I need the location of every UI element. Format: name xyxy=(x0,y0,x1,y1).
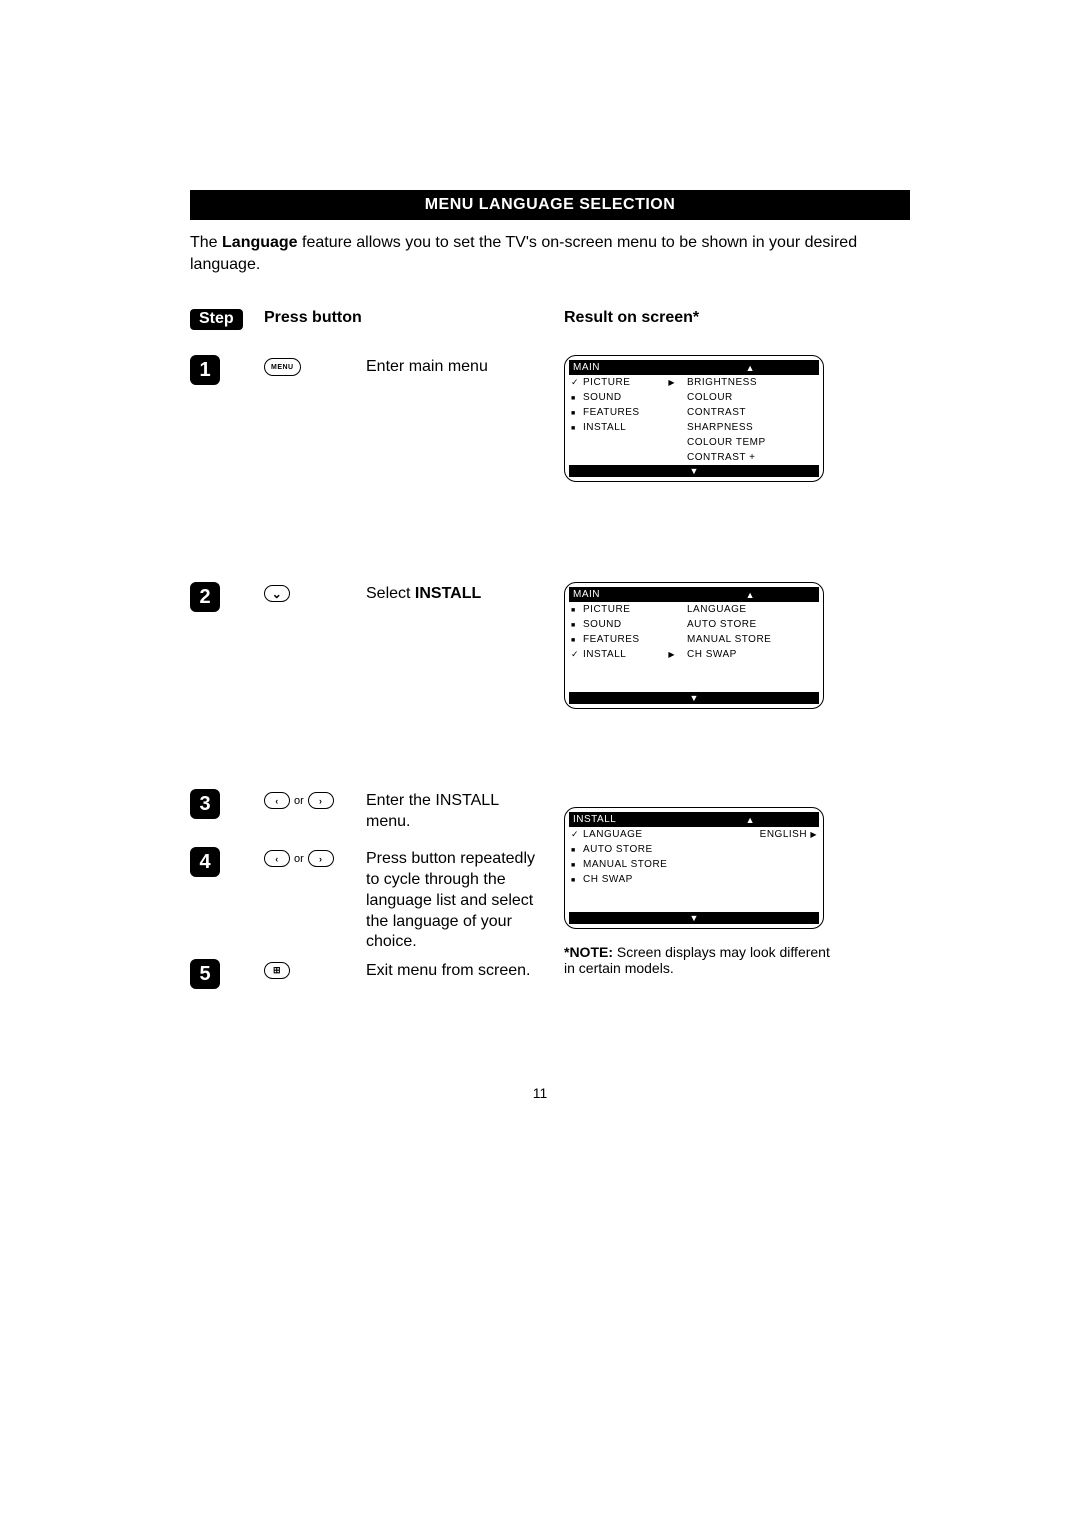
osd-menu-item: PICTURE xyxy=(569,375,679,390)
osd-submenu-item: CONTRAST + xyxy=(685,450,819,465)
header-press: Press button xyxy=(264,309,544,327)
intro-text: The Language feature allows you to set t… xyxy=(190,232,910,275)
osd-submenu-item: BRIGHTNESS xyxy=(685,375,819,390)
header-step: Step xyxy=(190,309,243,330)
osd-menu-item: FEATURES xyxy=(569,405,679,420)
step-5-row: 5 ⊞ Exit menu from screen. xyxy=(190,959,544,1011)
page-number: 11 xyxy=(0,1085,1080,1101)
up-arrow-icon: ▲ xyxy=(746,815,755,825)
step-2-row: 2 ⌄ Select INSTALL MAIN ▲ PICTURESOUNDFEA… xyxy=(190,582,910,709)
note-label: *NOTE: xyxy=(564,944,613,960)
osd2-title: MAIN xyxy=(573,589,600,600)
header-result: Result on screen* xyxy=(544,309,910,327)
osd3-title: INSTALL xyxy=(573,814,616,825)
step-1-row: 1 MENU Enter main menu MAIN ▲ PICTURESOUN… xyxy=(190,355,910,482)
osd-menu-item: LANGUAGEENGLISH xyxy=(569,827,819,842)
menu-button-icon: MENU xyxy=(264,358,301,376)
osd-screen-2: MAIN ▲ PICTURESOUNDFEATURESINSTALL LANGUA… xyxy=(564,582,824,709)
down-button-icon: ⌄ xyxy=(264,585,290,602)
step-5-desc: Exit menu from screen. xyxy=(366,959,544,982)
step-3-desc: Enter the INSTALL menu. xyxy=(366,789,544,833)
step-5-number: 5 xyxy=(190,959,220,989)
osd-submenu-item: SHARPNESS xyxy=(685,420,819,435)
osd-submenu-item: MANUAL STORE xyxy=(685,632,819,647)
down-arrow-icon: ▼ xyxy=(569,692,819,704)
osd-menu-item: INSTALL xyxy=(569,420,679,435)
osd-submenu-item: AUTO STORE xyxy=(685,617,819,632)
osd-menu-item: MANUAL STORE xyxy=(569,857,819,872)
column-headers: Step Press button Result on screen* xyxy=(190,309,910,330)
arrow-right-icon xyxy=(810,829,817,840)
step-1-number: 1 xyxy=(190,355,220,385)
osd-menu-item: CH SWAP xyxy=(569,872,819,887)
osd-screen-3: INSTALL ▲ LANGUAGEENGLISH AUTO STOREMANUA… xyxy=(564,807,824,929)
arrow-right-icon xyxy=(668,649,675,660)
up-arrow-icon: ▲ xyxy=(746,363,755,373)
down-arrow-icon: ▼ xyxy=(569,912,819,924)
step-1-desc: Enter main menu xyxy=(366,355,544,378)
right-button-icon: › xyxy=(308,792,334,809)
step-4-number: 4 xyxy=(190,847,220,877)
osd-menu-item: AUTO STORE xyxy=(569,842,819,857)
step-3-number: 3 xyxy=(190,789,220,819)
or-text: or xyxy=(293,850,305,868)
right-button-icon: › xyxy=(308,850,334,867)
osd-submenu-item: CH SWAP xyxy=(685,647,819,662)
down-arrow-icon: ▼ xyxy=(569,465,819,477)
info-button-icon: ⊞ xyxy=(264,962,290,979)
osd-menu-item: SOUND xyxy=(569,390,679,405)
step-3-row: 3 ‹ or › Enter the INSTALL menu. xyxy=(190,789,544,841)
footnote: *NOTE: Screen displays may look differen… xyxy=(564,944,844,976)
osd-menu-item: INSTALL xyxy=(569,647,679,662)
manual-page: MENU LANGUAGE SELECTION The Language fea… xyxy=(190,190,910,1017)
osd-screen-1: MAIN ▲ PICTURESOUNDFEATURESINSTALL BRIGHT… xyxy=(564,355,824,482)
step-4-row: 4 ‹ or › Press button repeatedly to cycl… xyxy=(190,847,544,953)
intro-bold: Language xyxy=(222,234,298,251)
intro-pre: The xyxy=(190,234,222,251)
osd-submenu-item: CONTRAST xyxy=(685,405,819,420)
or-text: or xyxy=(293,792,305,810)
osd-menu-item: PICTURE xyxy=(569,602,679,617)
step-2-number: 2 xyxy=(190,582,220,612)
step-2-desc: Select INSTALL xyxy=(366,582,544,605)
steps-3-4-5-block: 3 ‹ or › Enter the INSTALL menu. 4 ‹ or … xyxy=(190,789,910,1017)
up-arrow-icon: ▲ xyxy=(746,590,755,600)
osd-submenu-item: LANGUAGE xyxy=(685,602,819,617)
osd-submenu-item: COLOUR xyxy=(685,390,819,405)
osd-menu-item: FEATURES xyxy=(569,632,679,647)
osd1-title: MAIN xyxy=(573,362,600,373)
step-4-desc: Press button repeatedly to cycle through… xyxy=(366,847,544,953)
osd-submenu-item: COLOUR TEMP xyxy=(685,435,819,450)
osd-menu-item: SOUND xyxy=(569,617,679,632)
arrow-right-icon xyxy=(668,377,675,388)
left-button-icon: ‹ xyxy=(264,792,290,809)
left-button-icon: ‹ xyxy=(264,850,290,867)
section-title: MENU LANGUAGE SELECTION xyxy=(190,190,910,220)
